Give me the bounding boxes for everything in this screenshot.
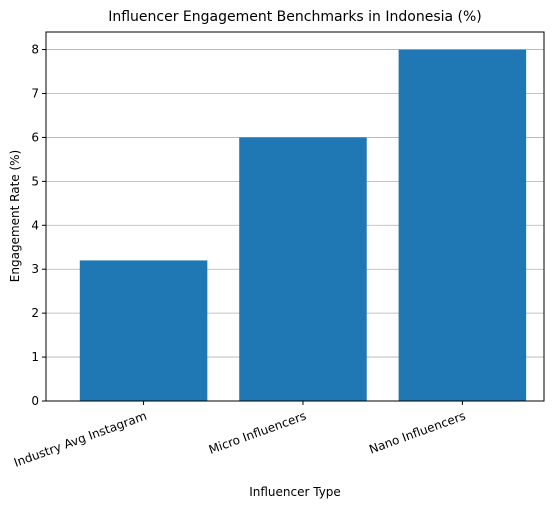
y-tick-label: 4 bbox=[31, 218, 39, 232]
bars bbox=[79, 49, 527, 401]
bar bbox=[239, 137, 367, 401]
y-tick-label: 1 bbox=[31, 350, 39, 364]
plot-frame bbox=[45, 31, 545, 402]
y-tick-label: 3 bbox=[31, 262, 39, 276]
y-tick-label: 7 bbox=[31, 87, 39, 101]
y-axis-label: Engagement Rate (%) bbox=[8, 150, 22, 282]
y-tick-label: 5 bbox=[31, 174, 39, 188]
y-tick-label: 6 bbox=[31, 130, 39, 144]
bar bbox=[79, 260, 208, 401]
y-tick-label: 0 bbox=[31, 394, 39, 408]
bar bbox=[398, 49, 527, 401]
y-tick-label: 8 bbox=[31, 43, 39, 57]
x-axis-label: Influencer Type bbox=[249, 485, 341, 499]
y-axis-ticks: 0 1 2 3 4 5 6 7 8 bbox=[31, 43, 46, 408]
y-tick-label: 2 bbox=[31, 306, 39, 320]
chart-title: Influencer Engagement Benchmarks in Indo… bbox=[108, 9, 482, 25]
